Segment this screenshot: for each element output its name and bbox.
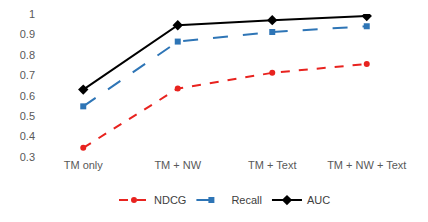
svg-text:0.8: 0.8 (20, 49, 35, 61)
svg-text:NDCG: NDCG (154, 194, 186, 206)
svg-text:0.9: 0.9 (20, 28, 35, 40)
svg-text:AUC: AUC (307, 194, 330, 206)
svg-text:1: 1 (29, 8, 35, 20)
svg-text:TM + NW + Text: TM + NW + Text (327, 159, 406, 171)
svg-text:Recall: Recall (231, 194, 262, 206)
svg-text:0.7: 0.7 (20, 69, 35, 81)
svg-text:TM + NW: TM + NW (154, 159, 201, 171)
svg-text:TM + Text: TM + Text (248, 159, 296, 171)
svg-text:0.5: 0.5 (20, 110, 35, 122)
svg-text:0.6: 0.6 (20, 90, 35, 102)
svg-text:0.4: 0.4 (20, 130, 35, 142)
svg-text:0.3: 0.3 (20, 151, 35, 163)
svg-text:TM only: TM only (64, 159, 104, 171)
